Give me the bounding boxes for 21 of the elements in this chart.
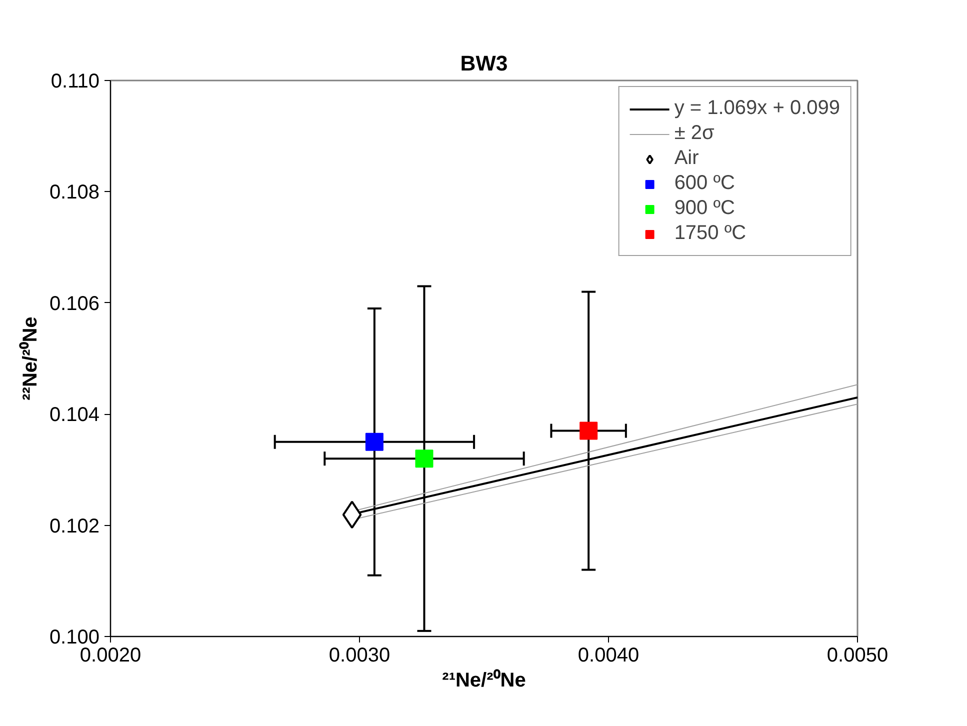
point: [342, 500, 362, 529]
x-tick-label: 0.0040: [578, 644, 640, 666]
point: [365, 432, 384, 451]
legend-label: ± 2σ: [674, 122, 714, 145]
y-tick-label: 0.104: [49, 404, 100, 426]
x-tick-label: 0.0050: [826, 644, 888, 666]
legend-label: Air: [674, 147, 699, 170]
legend-label: y = 1.069x + 0.099: [674, 97, 840, 120]
y-tick-label: 0.106: [49, 292, 100, 315]
legend-label: 600 ºC: [674, 172, 735, 195]
y-tick-label: 0.110: [50, 70, 100, 92]
point: [580, 422, 598, 440]
y-tick-label: 0.108: [49, 182, 100, 204]
y-tick-label: 0.102: [49, 515, 100, 538]
legend-label: 1750 ºC: [674, 222, 746, 245]
x-axis-title: ²¹Ne/²⁰Ne: [442, 668, 526, 692]
chart-title: BW3: [460, 52, 508, 76]
legend-label: 900 ºC: [674, 197, 735, 220]
point: [415, 450, 434, 468]
y-axis-title: ²²Ne/²⁰Ne: [18, 316, 42, 400]
x-tick-label: 0.0030: [328, 644, 390, 666]
